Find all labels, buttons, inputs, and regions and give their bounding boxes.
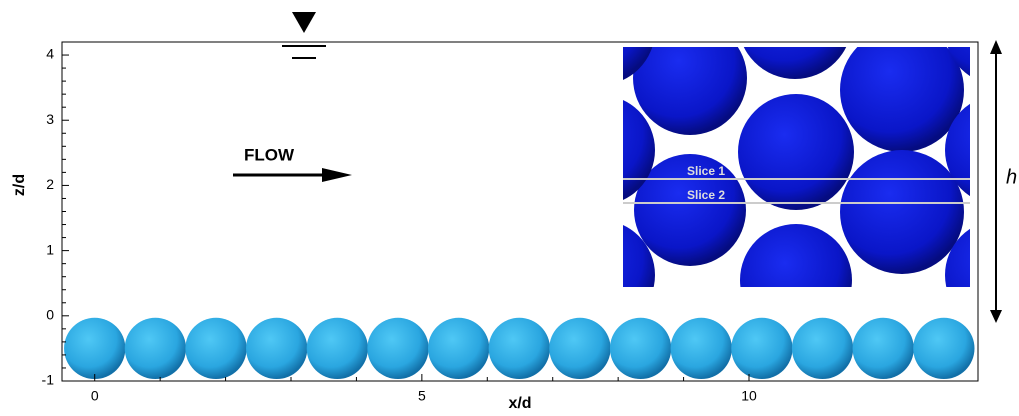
sphere [125, 318, 186, 379]
sphere [307, 318, 368, 379]
y-tick-label: 2 [46, 176, 54, 192]
y-tick-label: 4 [46, 46, 54, 62]
sphere [428, 318, 489, 379]
y-tick-label: -1 [42, 372, 55, 388]
sphere [610, 318, 671, 379]
slice-label: Slice 1 [687, 164, 725, 178]
x-tick-label: 0 [91, 388, 99, 404]
sphere [367, 318, 428, 379]
sphere [671, 318, 732, 379]
sphere [246, 318, 307, 379]
x-tick-label: 5 [418, 388, 426, 404]
flow-arrow [233, 168, 352, 182]
slice-label: Slice 2 [687, 188, 725, 202]
x-axis-label: x/d [508, 395, 531, 412]
flow-label: FLOW [244, 145, 295, 164]
y-tick-label: 1 [46, 241, 54, 257]
y-tick-label: 3 [46, 111, 54, 127]
sphere [792, 318, 853, 379]
sphere [913, 318, 974, 379]
sphere [489, 318, 550, 379]
sphere [549, 318, 610, 379]
sphere [185, 318, 246, 379]
figure: FLOW Slice 1 Slice 2 h x/d z/d -1 0 1 2 3 4 0 5… [0, 0, 1019, 416]
water-surface [282, 12, 326, 58]
height-arrow [990, 40, 1002, 323]
sphere [64, 318, 125, 379]
sphere [853, 318, 914, 379]
page: FLOW Slice 1 Slice 2 h x/d z/d -1 0 1 2 3 4 0 5… [0, 0, 1019, 416]
inset: Slice 1 Slice 2 [545, 0, 1019, 336]
sphere [731, 318, 792, 379]
x-tick-label: 10 [741, 388, 757, 404]
y-tick-label: 0 [46, 307, 54, 323]
height-label: h [1006, 166, 1017, 188]
y-axis-label: z/d [11, 174, 28, 196]
